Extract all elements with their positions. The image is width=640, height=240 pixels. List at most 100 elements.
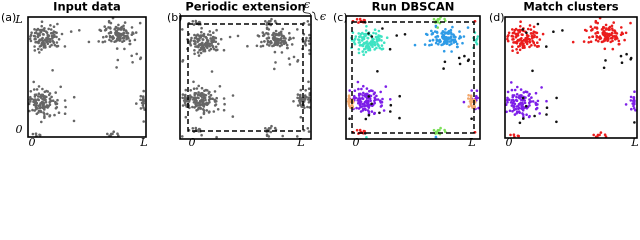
- point: [211, 97, 214, 100]
- point: [595, 26, 599, 30]
- point: [364, 29, 368, 32]
- point: [525, 106, 529, 110]
- point: [304, 89, 308, 92]
- point: [376, 70, 379, 73]
- point: [366, 92, 369, 96]
- point: [585, 29, 588, 33]
- point: [545, 113, 548, 116]
- point: [555, 96, 558, 100]
- point: [571, 40, 575, 44]
- point: [33, 28, 36, 31]
- point: [436, 34, 439, 38]
- point: [48, 40, 52, 44]
- point: [376, 35, 380, 39]
- point: [632, 96, 636, 99]
- point: [274, 29, 278, 33]
- point: [450, 32, 453, 36]
- point: [363, 19, 367, 22]
- point: [33, 93, 37, 97]
- point: [103, 40, 107, 43]
- point: [205, 36, 208, 40]
- point: [292, 100, 295, 103]
- point: [370, 110, 374, 113]
- point: [381, 97, 384, 101]
- point: [358, 35, 361, 39]
- point: [534, 91, 538, 95]
- point: [369, 89, 373, 92]
- point: [72, 95, 76, 99]
- point: [117, 32, 120, 36]
- point: [276, 43, 280, 46]
- point: [442, 34, 446, 37]
- point: [475, 38, 478, 42]
- point: [536, 22, 540, 26]
- point: [57, 38, 61, 41]
- point: [625, 52, 628, 56]
- point: [617, 42, 621, 46]
- point: [38, 38, 41, 42]
- point: [528, 114, 531, 118]
- point: [511, 28, 514, 31]
- point: [524, 90, 527, 93]
- point: [623, 38, 626, 42]
- point: [204, 42, 208, 46]
- point: [181, 93, 185, 96]
- point: [619, 54, 623, 58]
- point: [264, 127, 267, 130]
- point: [458, 37, 461, 40]
- point: [467, 94, 470, 97]
- point: [193, 42, 196, 46]
- point: [609, 40, 612, 44]
- point: [40, 24, 43, 28]
- point: [193, 92, 197, 95]
- point: [633, 90, 636, 93]
- point: [467, 97, 470, 100]
- point: [463, 54, 466, 58]
- point: [446, 41, 449, 45]
- point: [358, 102, 362, 105]
- point: [208, 110, 211, 113]
- point: [363, 132, 367, 135]
- point: [462, 35, 466, 38]
- point: [519, 88, 523, 91]
- point: [525, 42, 529, 46]
- point: [518, 94, 521, 98]
- point: [528, 104, 531, 107]
- point: [365, 96, 369, 100]
- point: [629, 95, 633, 99]
- point: [219, 37, 223, 41]
- point: [369, 99, 372, 103]
- point: [458, 62, 462, 66]
- point: [201, 96, 204, 99]
- point: [521, 105, 525, 109]
- point: [183, 101, 187, 104]
- point: [357, 87, 360, 91]
- point: [632, 104, 635, 108]
- point: [188, 42, 192, 45]
- point: [375, 40, 379, 43]
- point: [533, 114, 536, 118]
- point: [593, 26, 597, 29]
- point: [442, 37, 445, 40]
- point: [514, 35, 518, 39]
- point: [530, 34, 534, 38]
- point: [432, 17, 436, 21]
- point: [195, 87, 199, 90]
- point: [375, 94, 378, 98]
- point: [44, 100, 48, 104]
- scatter: [181, 17, 312, 139]
- point: [246, 44, 249, 48]
- point: [604, 32, 608, 36]
- point: [33, 31, 37, 35]
- point: [516, 38, 520, 42]
- point: [519, 28, 523, 32]
- point: [510, 104, 514, 107]
- point: [123, 21, 127, 24]
- point: [199, 116, 203, 119]
- point: [51, 32, 55, 35]
- point: [505, 98, 509, 102]
- point: [524, 104, 528, 108]
- point: [444, 32, 447, 35]
- point: [385, 36, 389, 39]
- point: [188, 94, 192, 97]
